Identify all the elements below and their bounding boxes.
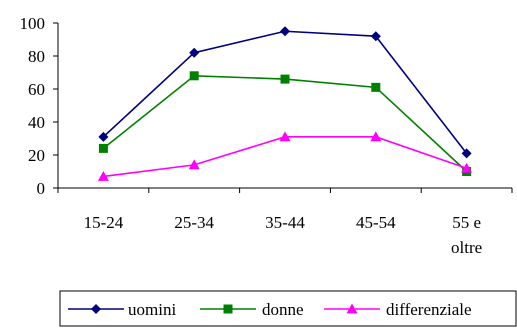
legend-label: donne — [262, 300, 304, 319]
data-point — [97, 170, 109, 181]
legend-marker — [91, 304, 101, 314]
x-tick-label: 35-44 — [265, 213, 305, 232]
data-point — [279, 131, 291, 142]
y-tick-label: 60 — [28, 80, 45, 99]
legend-marker — [223, 304, 233, 314]
series-line — [102, 74, 468, 173]
data-point — [189, 47, 200, 58]
legend-marker — [346, 303, 358, 314]
data-point — [188, 159, 200, 170]
x-tick-label: 15-24 — [84, 213, 124, 232]
x-tick-label: 45-54 — [356, 213, 396, 232]
series-plot — [97, 26, 473, 181]
series-uomini — [98, 26, 472, 159]
legend: uomini donne differenziale — [59, 290, 517, 327]
x-tick-label: 55 e oltre — [451, 213, 482, 257]
x-tick-label-line: 45-54 — [356, 213, 396, 232]
legend-item-donne: donne — [200, 300, 304, 319]
data-point — [371, 82, 381, 92]
x-tick-label: 25-34 — [174, 213, 214, 232]
y-tick-label: 100 — [20, 14, 46, 33]
y-tick-label: 20 — [28, 146, 45, 165]
data-point — [461, 148, 472, 159]
x-tick-label-line: 55 e — [452, 213, 481, 232]
x-tick-label-line: oltre — [451, 238, 482, 257]
series-differenziale — [97, 131, 473, 181]
legend-item-differenziale: differenziale — [324, 300, 472, 319]
legend-label: uomini — [128, 300, 176, 319]
data-point — [370, 31, 381, 42]
data-point — [280, 74, 290, 84]
data-point — [98, 131, 109, 142]
x-tick-label-line: 15-24 — [84, 213, 124, 232]
series-line — [103, 136, 467, 178]
data-point — [189, 71, 199, 81]
data-point — [280, 26, 290, 37]
data-point — [370, 131, 382, 142]
legend-item-uomini: uomini — [68, 300, 176, 319]
legend-label: differenziale — [386, 300, 472, 319]
y-tick-label: 0 — [37, 179, 46, 198]
y-tick-label: 40 — [28, 113, 45, 132]
legend-box — [59, 290, 517, 327]
x-tick-label-line: 25-34 — [174, 213, 214, 232]
y-tick-label: 80 — [28, 47, 45, 66]
x-tick-label-line: 35-44 — [265, 213, 305, 232]
data-point — [461, 162, 473, 173]
y-axis: 0 20 40 60 80 100 — [20, 14, 59, 198]
data-point — [98, 143, 108, 153]
x-axis: 15-24 25-34 35-44 45-54 55 e oltre — [57, 187, 513, 257]
